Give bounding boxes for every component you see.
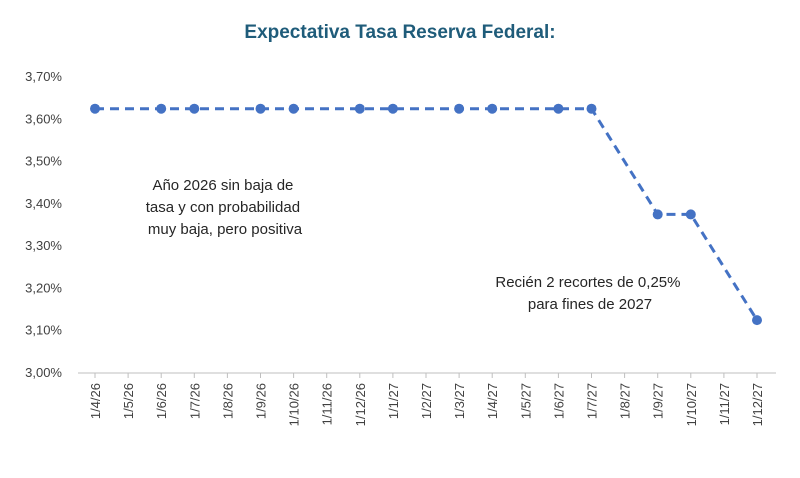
x-tick-label: 1/9/26	[254, 383, 269, 419]
data-point	[752, 315, 762, 326]
x-tick-label: 1/12/27	[750, 383, 765, 426]
x-tick-label: 1/11/27	[717, 383, 732, 425]
data-point	[685, 209, 696, 220]
y-tick-label: 3,50%	[25, 154, 62, 169]
data-point	[553, 103, 564, 114]
x-tick-label: 1/9/27	[651, 383, 666, 419]
x-tick-label: 1/11/26	[320, 383, 335, 425]
annotation-2027-line-1: Recién 2 recortes de 0,25%	[495, 274, 680, 291]
y-tick-label: 3,70%	[25, 69, 62, 84]
data-point	[652, 209, 663, 220]
data-point	[586, 103, 597, 114]
x-tick-label: 1/12/26	[353, 383, 368, 426]
x-tick-label: 1/6/27	[551, 383, 566, 419]
data-point	[189, 103, 200, 114]
annotation-2027-line-2: para fines de 2027	[528, 296, 652, 313]
y-tick-label: 3,60%	[25, 111, 62, 126]
x-tick-label: 1/8/26	[220, 383, 235, 419]
data-points	[90, 103, 762, 326]
x-tick-label: 1/1/27	[386, 383, 401, 419]
data-point	[288, 103, 299, 114]
x-tick-label: 1/8/27	[618, 383, 633, 419]
x-tick-label: 1/6/26	[154, 383, 169, 419]
data-point	[454, 103, 465, 114]
x-tick-label: 1/3/27	[452, 383, 467, 419]
data-point	[387, 103, 398, 114]
x-tick-label: 1/10/26	[287, 383, 302, 426]
y-tick-label: 3,20%	[25, 280, 62, 295]
chart-title: Expectativa Tasa Reserva Federal:	[244, 22, 555, 43]
x-tick-label: 1/4/26	[88, 383, 103, 419]
y-tick-label: 3,40%	[25, 196, 62, 211]
x-tick-label: 1/5/27	[518, 383, 533, 419]
x-tick-label: 1/7/26	[187, 383, 202, 419]
data-point	[90, 103, 100, 114]
annotation-2026-line-1: Año 2026 sin baja de	[152, 177, 293, 194]
x-tick-label: 1/5/26	[121, 383, 136, 419]
x-tick-label: 1/4/27	[485, 383, 500, 419]
x-tick-label: 1/10/27	[684, 383, 699, 426]
data-point	[156, 103, 167, 114]
y-tick-label: 3,30%	[25, 238, 62, 253]
y-axis: 3,00% 3,10% 3,20% 3,30% 3,40% 3,50% 3,60% 3,70%	[25, 69, 62, 380]
y-tick-label: 3,10%	[25, 323, 62, 338]
annotation-2026-line-2: tasa y con probabilidad	[146, 199, 300, 216]
annotation-2026-line-3: muy baja, pero positiva	[148, 221, 303, 238]
data-point	[487, 103, 498, 114]
x-tick-label: 1/2/27	[419, 383, 434, 419]
series-line	[95, 107, 759, 321]
data-point	[255, 103, 266, 114]
x-axis: 1/4/26 1/5/26 1/6/26 1/7/26 1/8/26 1/9/26 1/10…	[88, 373, 765, 426]
y-tick-label: 3,00%	[25, 365, 62, 380]
annotation-2026: Año 2026 sin baja de tasa y con probabil…	[146, 177, 304, 238]
annotation-2027: Recién 2 recortes de 0,25% para fines de…	[495, 274, 684, 313]
data-point	[354, 103, 365, 114]
x-tick-label: 1/7/27	[585, 383, 600, 419]
